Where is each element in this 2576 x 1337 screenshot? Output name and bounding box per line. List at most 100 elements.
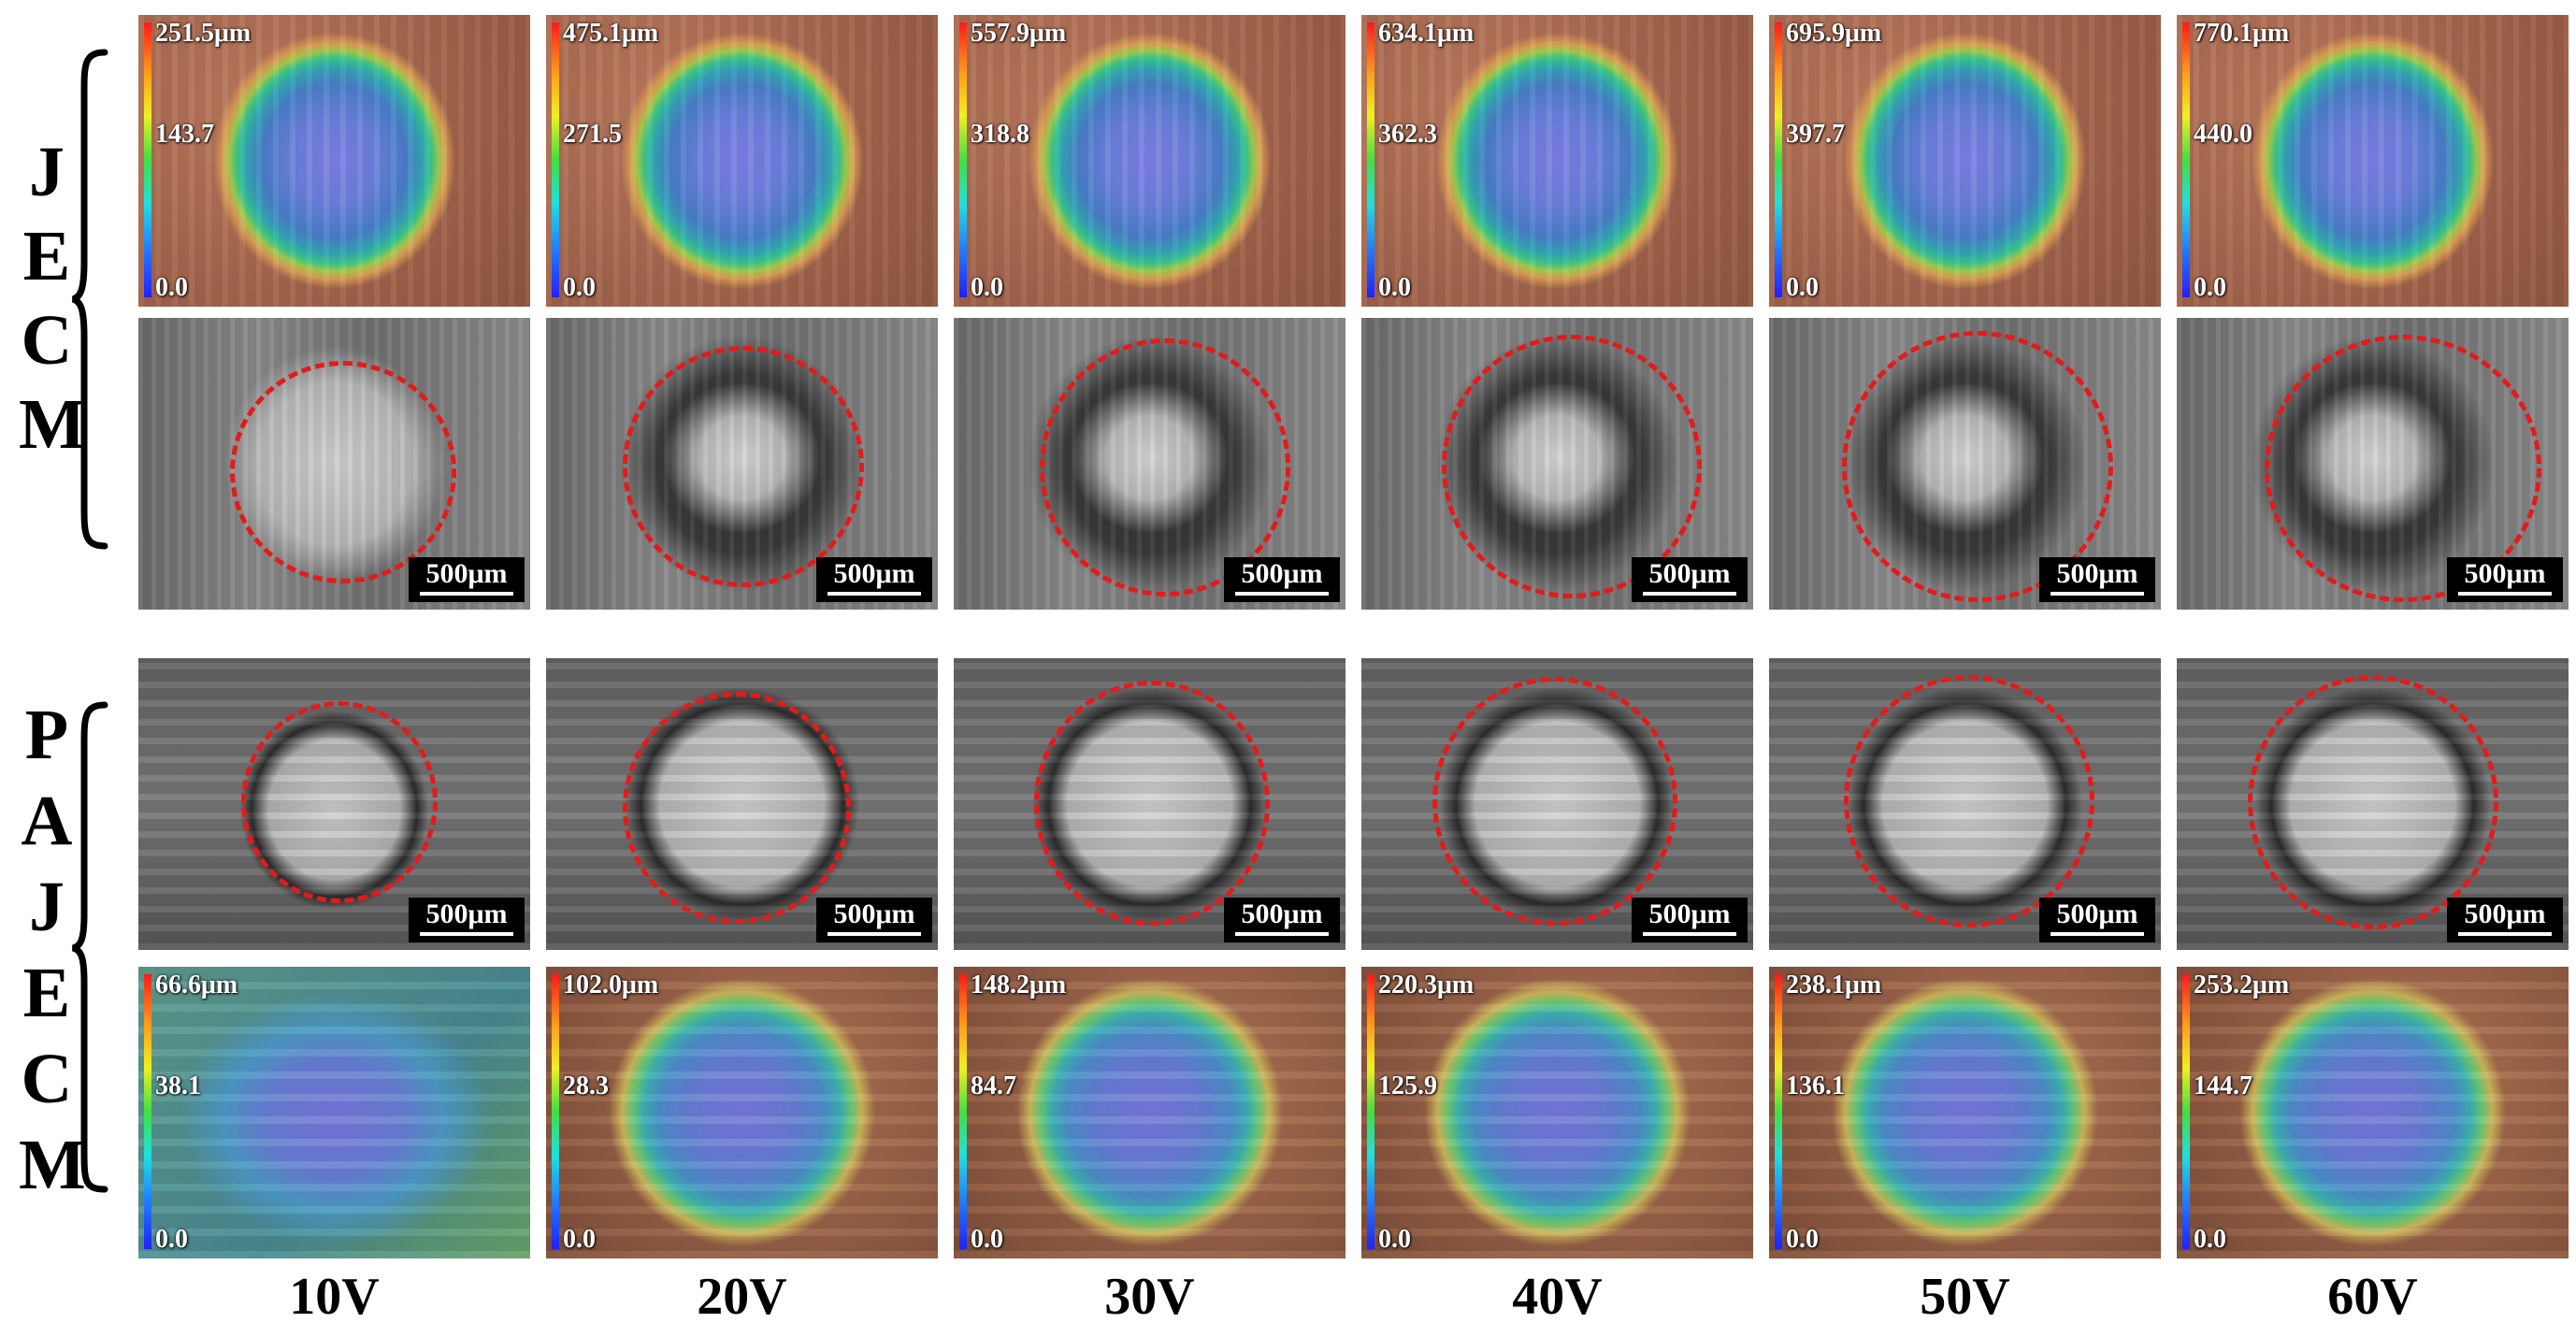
depth-min-label: 0.0 [971,273,1003,302]
voltage-label: 30V [1104,1268,1195,1326]
colorbar-icon [2182,22,2190,297]
depth-min-label: 0.0 [155,1225,188,1254]
depth-max-label: 251.5μm [155,19,252,48]
scale-bar-label: 500μm [2056,899,2138,929]
depth-mid-label: 125.9 [1378,1071,1437,1100]
pit-outline [1844,675,2094,927]
scale-bar-label: 500μm [2464,899,2546,929]
pajecm-heatmap-row: 66.6μm 38.1 0.0 102.0μm 28.3 0.0 148.2μm… [138,967,2569,1258]
jecm-heatmap-60v: 770.1μm 440.0 0.0 [2177,15,2569,307]
voltage-labels: 10V 20V 30V 40V 50V 60V [138,1264,2569,1330]
jecm-micrograph-10v: 500μm [138,318,530,610]
scale-bar: 500μm [2039,898,2155,942]
scale-bar-line [420,932,513,936]
depth-mid-label: 136.1 [1786,1071,1845,1100]
pit-outline [1842,331,2113,602]
scale-bar-label: 500μm [425,558,508,589]
pajecm-letters: P A J E C M [19,699,86,1200]
texture-overlay [138,15,530,307]
pit-outline [1442,335,1702,598]
jecm-micrograph-60v: 500μm [2177,318,2569,610]
scale-bar-line [2458,932,2552,936]
scale-bar: 500μm [1632,557,1748,602]
scale-bar-label: 500μm [2464,558,2546,589]
pajecm-heatmap-60v: 253.2μm 144.7 0.0 [2177,967,2569,1258]
scale-bar-line [1235,932,1329,936]
scale-bar: 500μm [816,557,932,602]
depth-mid-label: 318.8 [971,120,1029,149]
depth-mid-label: 28.3 [563,1071,609,1100]
scale-bar: 500μm [409,557,525,602]
texture-overlay [138,967,530,1258]
depth-min-label: 0.0 [2194,273,2226,302]
pajecm-micrograph-30v: 500μm [954,658,1346,950]
depth-min-label: 0.0 [1786,1225,1819,1254]
scale-bar-label: 500μm [1241,558,1323,589]
depth-max-label: 66.6μm [155,970,238,999]
depth-max-label: 102.0μm [563,970,659,999]
colorbar-icon [1367,974,1374,1249]
pit-outline [1034,681,1270,926]
depth-max-label: 220.3μm [1378,970,1475,999]
colorbar-icon [959,974,967,1249]
scale-bar-label: 500μm [833,558,915,589]
scale-bar: 500μm [1224,557,1340,602]
pajecm-heatmap-10v: 66.6μm 38.1 0.0 [138,967,530,1258]
scale-bar-label: 500μm [2056,558,2138,589]
depth-min-label: 0.0 [971,1225,1003,1254]
jecm-brace-icon [71,49,108,550]
jecm-micrograph-20v: 500μm [546,318,938,610]
pajecm-micrograph-20v: 500μm [546,658,938,950]
jecm-letter: M [19,385,86,464]
depth-min-label: 0.0 [1786,273,1819,302]
pajecm-side-label: P A J E C M [19,699,108,1200]
pajecm-heatmap-20v: 102.0μm 28.3 0.0 [546,967,938,1258]
pajecm-heatmap-50v: 238.1μm 136.1 0.0 [1769,967,2161,1258]
pit-outline [1040,338,1290,597]
depth-mid-label: 84.7 [971,1071,1016,1100]
pit-outline [623,692,851,924]
scale-bar-line [1235,592,1329,596]
pajecm-micrograph-60v: 500μm [2177,658,2569,950]
jecm-heatmap-30v: 557.9μm 318.8 0.0 [954,15,1346,307]
depth-mid-label: 397.7 [1786,120,1845,149]
texture-overlay [1769,15,2161,307]
depth-mid-label: 143.7 [155,120,214,149]
scale-bar-line [1643,932,1736,936]
jecm-micrograph-50v: 500μm [1769,318,2161,610]
voltage-label: 40V [1512,1268,1603,1326]
jecm-micrograph-30v: 500μm [954,318,1346,610]
scale-bar-line [2458,592,2552,596]
scale-bar: 500μm [2447,898,2563,942]
colorbar-icon [1367,22,1374,297]
pajecm-heatmap-40v: 220.3μm 125.9 0.0 [1361,967,1753,1258]
pajecm-brace-icon [71,701,108,1193]
texture-overlay [1361,15,1753,307]
scale-bar-line [420,592,513,596]
jecm-micrograph-row: 500μm 500μm 500μm 500μm [138,318,2569,610]
depth-mid-label: 440.0 [2194,120,2252,149]
jecm-micrograph-40v: 500μm [1361,318,1753,610]
depth-max-label: 475.1μm [563,19,659,48]
depth-max-label: 695.9μm [1786,19,1882,48]
pajecm-micrograph-row: 500μm 500μm 500μm 500μm [138,658,2569,950]
depth-max-label: 148.2μm [971,970,1067,999]
jecm-side-label: J E C M [19,47,108,552]
depth-max-label: 253.2μm [2194,970,2290,999]
scale-bar-label: 500μm [425,899,508,929]
texture-overlay [2177,15,2569,307]
scale-bar-label: 500μm [1241,899,1323,929]
pit-outline [1432,677,1677,926]
pajecm-letter: C [21,1040,73,1118]
colorbar-icon [1775,974,1782,1249]
pit-outline [241,701,438,903]
colorbar-icon [2182,974,2190,1249]
jecm-letter: E [22,217,71,295]
scale-bar: 500μm [2039,557,2155,602]
colorbar-icon [959,22,967,297]
colorbar-icon [552,974,559,1249]
jecm-heatmap-40v: 634.1μm 362.3 0.0 [1361,15,1753,307]
depth-max-label: 557.9μm [971,19,1067,48]
scale-bar: 500μm [2447,557,2563,602]
scale-bar-label: 500μm [833,899,915,929]
